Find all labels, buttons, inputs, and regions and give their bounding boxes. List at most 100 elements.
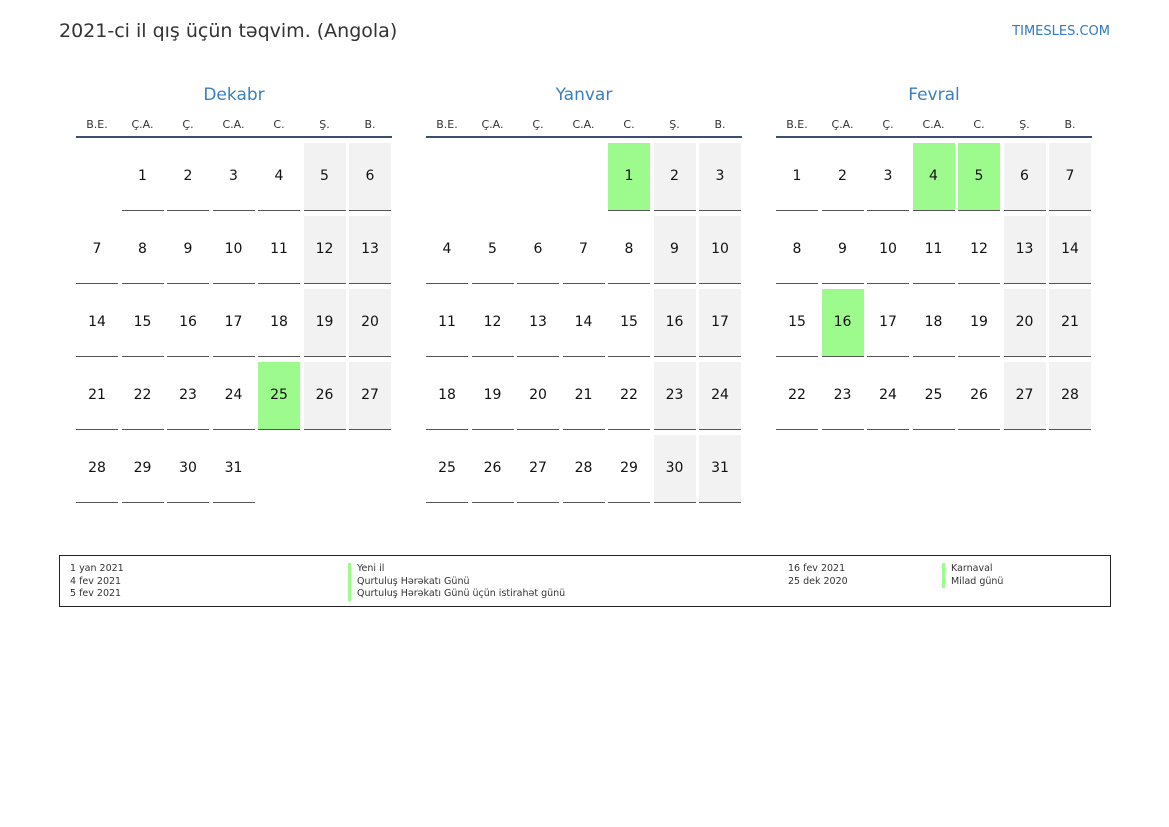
weekday-label: Ş. [319,118,330,131]
day-number: 20 [361,314,379,330]
day-cell: 16 [167,289,209,357]
day-number: 19 [483,387,502,403]
day-number: 9 [670,241,679,257]
day-number: 25 [270,387,288,403]
day-cell: 21 [76,362,118,430]
day-number: 24 [711,387,729,403]
day-number: 13 [529,314,547,330]
day-number: 20 [1015,314,1034,330]
day-cell: 2 [653,143,696,211]
day-number: 22 [620,387,638,403]
day-cell: 20 [349,289,391,357]
day-cell: 28 [76,435,118,503]
month-title: Yanvar [555,85,613,105]
day-cell: 22 [608,362,650,430]
day-cell: 28 [1049,362,1091,430]
day-cell: 14 [76,289,118,357]
weekday-header: B.E. Ç.A. Ç. C.A. C. Ş. B. [76,114,392,138]
day-cell: 15 [776,289,818,357]
day-number: 25 [924,387,943,403]
month-title: Dekabr [203,85,265,105]
day-number: 17 [224,314,243,330]
weekday-label: Ç.A. [131,118,154,131]
day-cell: 23 [167,362,209,430]
day-cell: 26 [303,362,346,430]
day-cell-holiday: 16 [821,289,864,357]
day-number: 16 [179,314,197,330]
day-cell: 31 [699,435,741,503]
day-cell: 27 [349,362,391,430]
day-number: 30 [179,460,197,476]
day-number: 19 [315,314,334,330]
day-number: 10 [879,241,897,257]
day-number: 24 [879,387,897,403]
day-cell: 31 [212,435,255,503]
day-cell: 28 [562,435,605,503]
day-number: 27 [1015,387,1034,403]
day-grid: 1 2 3 4 5 6 7 8 9 10 11 12 13 14 15 16 17 18 19 20 21 22 23 24 2… [76,138,392,508]
day-cell: 14 [562,289,605,357]
day-cell: 10 [212,216,255,284]
legend-holiday-name: Qurtuluş Hərəkatı Günü [348,575,565,588]
day-number: 3 [883,168,893,184]
weekday-label: B.E. [86,118,108,131]
day-number: 30 [665,460,684,476]
day-cell: 2 [821,143,864,211]
day-number: 22 [788,387,806,403]
day-number: 29 [133,460,152,476]
day-cell: 30 [653,435,696,503]
day-number: 7 [1065,168,1075,184]
day-cell: 22 [776,362,818,430]
day-number: 19 [970,314,988,330]
weekday-label: Ş. [1019,118,1030,131]
day-number: 16 [665,314,684,330]
day-number: 28 [1061,387,1079,403]
day-number: 26 [315,387,334,403]
day-number: 15 [620,314,638,330]
day-cell: 26 [958,362,1000,430]
day-number: 23 [833,387,852,403]
day-cell: 12 [958,216,1000,284]
legend-date: 16 fev 2021 [788,563,846,574]
weekday-label: Ç.A. [481,118,504,131]
weekday-header: B.E. Ç.A. Ç. C.A. C. Ş. B. [776,114,1092,138]
legend-date: 5 fev 2021 [70,588,122,599]
day-number: 21 [574,387,593,403]
legend-holiday-name: Milad günü [942,575,1003,588]
day-cell: 20 [517,362,559,430]
site-link[interactable]: TIMESLES.COM [1012,24,1110,39]
day-cell: 13 [349,216,391,284]
day-number: 14 [1061,241,1079,257]
day-number: 5 [320,168,329,184]
day-cell: 19 [471,362,514,430]
day-cell: 11 [426,289,468,357]
weekday-label: Ç.A. [831,118,854,131]
day-cell: 3 [699,143,741,211]
month-yanvar: Yanvar B.E. Ç.A. Ç. C.A. C. Ş. B. 1 2 3 4 5 6 7 8 9 10 1… [426,84,742,508]
weekday-label: Ş. [669,118,680,131]
weekday-label: B.E. [786,118,808,131]
day-cell: 15 [608,289,650,357]
day-cell: 12 [471,289,514,357]
day-number: 1 [624,168,634,184]
day-cell: 1 [121,143,164,211]
day-number: 14 [574,314,593,330]
legend-dates-right: 16 fev 2021 25 dek 2020 [788,563,848,588]
day-number: 7 [92,241,102,257]
day-number: 11 [438,314,456,330]
day-cell: 7 [562,216,605,284]
day-cell: 23 [821,362,864,430]
day-number: 29 [620,460,638,476]
weekday-label: B.E. [436,118,458,131]
day-cell: 21 [562,362,605,430]
day-number: 23 [179,387,197,403]
day-cell: 6 [517,216,559,284]
day-number: 4 [274,168,284,184]
day-cell: 18 [426,362,468,430]
weekday-label: Ç. [532,118,544,131]
day-number: 10 [224,241,243,257]
day-cell: 1 [776,143,818,211]
day-number: 3 [229,168,238,184]
day-number: 2 [838,168,847,184]
day-cell: 29 [121,435,164,503]
